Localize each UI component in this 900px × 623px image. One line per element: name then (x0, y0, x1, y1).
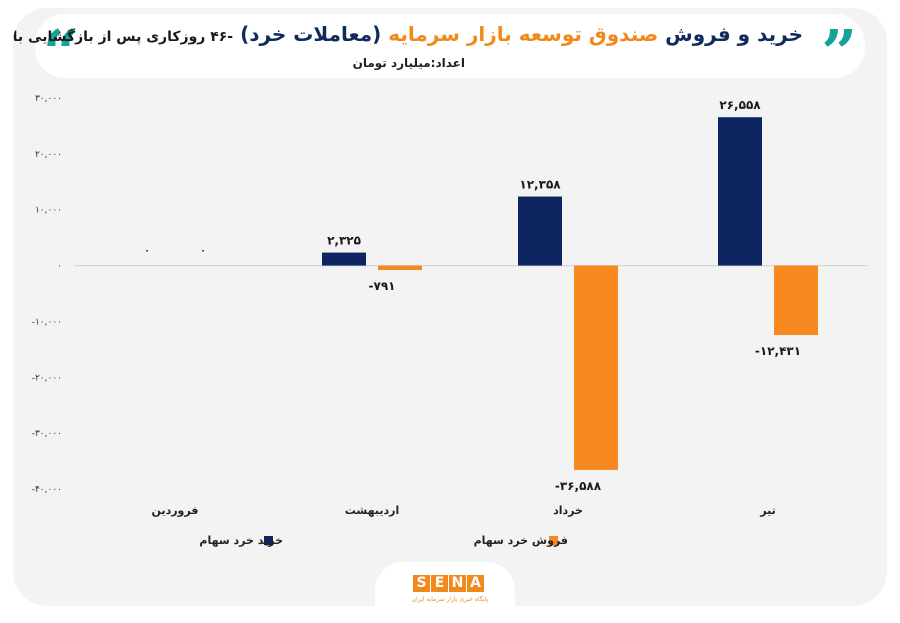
chart-title: خرید و فروش صندوق توسعه بازار سرمایه (مع… (13, 22, 803, 46)
logo-letter: E (431, 575, 448, 592)
legend-label: فروش خرد سهام (474, 534, 568, 547)
data-label: ۰ (144, 247, 150, 257)
legend-label: خرید خرد سهام (199, 534, 283, 547)
chart-card: “ ” خرید و فروش صندوق توسعه بازار سرمایه… (13, 8, 887, 606)
y-tick-label: -۴۰,۰۰۰ (32, 485, 62, 495)
unit-label: اعداد:میلیارد تومان (352, 56, 465, 70)
legend-swatch (549, 536, 558, 545)
logo-tab (375, 562, 515, 622)
data-label: ۲۶,۵۵۸ (719, 98, 761, 112)
buy-bar (322, 252, 366, 266)
buy-bar (718, 117, 762, 266)
logo-letter: N (449, 575, 466, 592)
title-paren: (معاملات خرد) (240, 22, 382, 46)
logo-tagline: پایگاه خبری بازار سرمایه ایران (411, 596, 489, 603)
data-label: ۰ (200, 247, 206, 257)
x-tick-label: تیر (759, 504, 775, 517)
buy-bar (518, 196, 562, 266)
y-tick-label: ۰ (57, 262, 62, 272)
logo-letter: A (467, 575, 484, 592)
y-tick-label: ۱۰,۰۰۰ (35, 206, 62, 216)
y-tick-label: -۱۰,۰۰۰ (32, 317, 62, 327)
x-tick-label: فروردین (152, 504, 199, 517)
data-label: ۲,۳۲۵ (327, 234, 361, 248)
y-tick-label: ۳۰,۰۰۰ (35, 94, 62, 104)
legend-swatch (264, 536, 273, 545)
quote-left-icon: “ (43, 16, 79, 89)
data-label: ۱۲,۳۵۸ (519, 178, 561, 192)
sell-bar (774, 265, 818, 336)
y-tick-label: -۲۰,۰۰۰ (32, 373, 62, 383)
y-tick-label: ۲۰,۰۰۰ (35, 150, 62, 160)
sena-logo: S E N A (413, 575, 485, 592)
sell-bar (378, 265, 422, 270)
title-sub: -۴۶ روزکاری پس از بازگشایی بازار سهام (13, 29, 234, 45)
title-banner: “ ” خرید و فروش صندوق توسعه بازار سرمایه… (13, 14, 865, 84)
data-label: -۳۶,۵۸۸ (555, 479, 602, 493)
x-tick-label: اردیبهشت (345, 504, 399, 517)
x-tick-label: خرداد (553, 504, 583, 517)
logo-letter: S (413, 575, 430, 592)
data-label: -۷۹۱ (369, 279, 396, 293)
title-accent: صندوق توسعه بازار سرمایه (388, 22, 659, 46)
y-tick-label: -۳۰,۰۰۰ (32, 429, 62, 439)
title-prefix: خرید و فروش (665, 22, 803, 46)
sell-bar (574, 265, 618, 470)
data-label: -۱۲,۴۳۱ (755, 344, 801, 358)
quote-right-icon: ” (821, 16, 857, 89)
